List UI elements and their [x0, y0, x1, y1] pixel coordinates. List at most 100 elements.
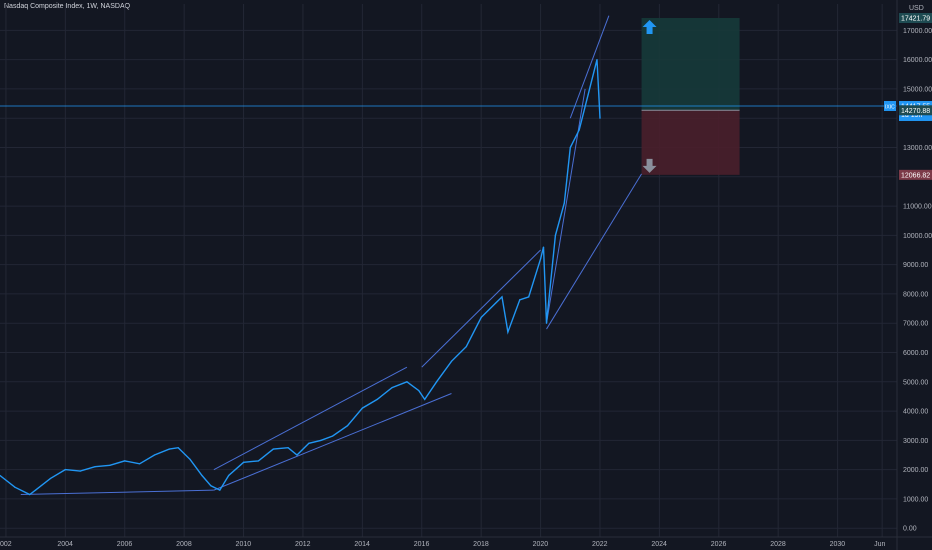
price-point	[542, 246, 545, 248]
price-point	[418, 389, 420, 392]
price-point	[320, 439, 322, 441]
x-tick-label: 2018	[473, 541, 489, 548]
y-tick-label: 9000.00	[903, 262, 928, 269]
price-point	[346, 425, 349, 427]
price-series-line	[0, 59, 601, 496]
x-tick-label: 2028	[770, 541, 786, 548]
price-point	[79, 470, 81, 472]
trend-line	[569, 15, 610, 119]
price-point	[376, 398, 378, 400]
y-tick-label: 8000.00	[903, 291, 928, 298]
price-point	[507, 331, 509, 333]
trend-line	[20, 489, 214, 496]
price-point	[308, 442, 310, 444]
price-point	[391, 387, 393, 389]
price-point	[177, 447, 179, 449]
price-point	[189, 458, 191, 460]
x-tick-label: 2008	[176, 541, 192, 548]
price-point	[201, 474, 203, 477]
currency-label: USD	[909, 5, 924, 12]
price-point	[64, 469, 66, 471]
price-point	[436, 381, 438, 383]
x-tick-label: 2026	[711, 541, 727, 548]
x-tick-label: Jun	[874, 541, 885, 548]
price-point	[495, 302, 497, 304]
trend-line	[421, 249, 541, 368]
price-point	[465, 346, 467, 348]
price-point	[124, 460, 126, 462]
x-tick-label: 2022	[592, 541, 608, 548]
price-point	[528, 296, 530, 298]
x-tick-label: 2016	[414, 541, 430, 548]
y-tick-label: 1000.00	[903, 496, 928, 503]
price-point	[563, 202, 565, 204]
countdown-tag: 1d 19h	[901, 112, 923, 119]
price-point	[587, 94, 589, 96]
price-point	[94, 466, 96, 468]
price-point	[596, 59, 598, 61]
price-point	[539, 258, 542, 260]
price-point	[599, 117, 601, 119]
y-tick-label: 17000.00	[903, 28, 932, 35]
price-point	[287, 447, 289, 449]
y-tick-label: 0.00	[903, 526, 917, 533]
price-point	[272, 448, 274, 450]
x-tick-label: 2024	[651, 541, 667, 548]
target-price-tag-bg	[899, 13, 932, 24]
chart-title: Nasdaq Composite Index, 1W, NASDAQ	[4, 3, 131, 10]
profit-zone	[641, 18, 740, 111]
price-point	[228, 474, 230, 477]
x-tick-label: 2012	[295, 541, 311, 548]
stop-price-tag: 12066.82	[901, 172, 930, 179]
x-tick-label: 2010	[236, 541, 252, 548]
y-tick-label: 2000.00	[903, 467, 928, 474]
price-point	[210, 485, 212, 487]
x-tick-label: 2030	[830, 541, 846, 548]
y-tick-label: 10000.00	[903, 233, 932, 240]
y-tick-label: 4000.00	[903, 409, 928, 416]
y-tick-label: 15000.00	[903, 86, 932, 93]
price-point	[153, 454, 156, 456]
target-price-tag: 17421.79	[901, 16, 930, 23]
price-point	[406, 381, 408, 383]
price-point	[35, 489, 37, 491]
arrow-down-icon	[642, 158, 657, 173]
price-point	[519, 299, 521, 301]
price-point	[480, 316, 482, 318]
trend-line	[546, 88, 586, 324]
x-tick-label: 2004	[57, 541, 73, 548]
x-tick-label: 2020	[533, 541, 549, 548]
price-point	[554, 234, 557, 236]
price-point	[578, 129, 580, 131]
ref-price-tag: 14270.88	[901, 108, 930, 115]
price-point	[296, 454, 298, 456]
price-point	[29, 493, 31, 496]
price-point	[424, 398, 426, 400]
price-point	[14, 486, 16, 488]
y-tick-label: 11000.00	[903, 204, 932, 211]
y-tick-label: 5000.00	[903, 379, 928, 386]
x-tick-label: 2014	[354, 541, 370, 548]
y-tick-label: 7000.00	[903, 321, 928, 328]
y-tick-label: 6000.00	[903, 350, 928, 357]
symbol-tag: IXIC	[885, 104, 895, 110]
price-point	[109, 464, 111, 466]
x-tick-label: 2006	[117, 541, 133, 548]
trend-line	[213, 393, 452, 491]
trend-line	[213, 366, 408, 471]
price-point	[569, 146, 571, 149]
arrow-down-shape	[642, 158, 657, 173]
price-point	[49, 477, 52, 480]
x-tick-label: 002	[0, 541, 12, 548]
price-point	[332, 435, 334, 437]
price-point	[361, 407, 363, 409]
price-point	[0, 474, 1, 477]
price-point	[501, 296, 503, 298]
y-tick-label: 13000.00	[903, 145, 932, 152]
arrow-up-icon	[642, 20, 657, 35]
price-point	[138, 463, 141, 465]
trend-line	[546, 173, 642, 330]
y-tick-label: 16000.00	[903, 57, 932, 64]
loss-zone	[641, 110, 740, 175]
